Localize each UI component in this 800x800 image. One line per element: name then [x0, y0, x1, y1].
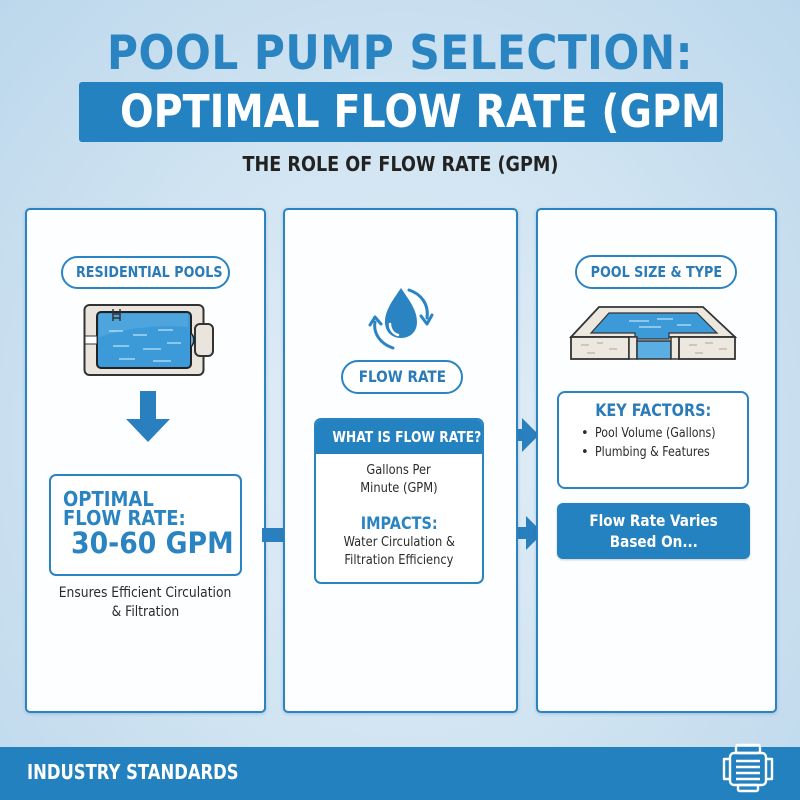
optimal-flow-rate-value: 30-60 GPM [71, 526, 248, 560]
rate-label-text: OPTIMAL FLOW RATE: [63, 487, 186, 530]
pill-label: RESIDENTIAL POOLS [75, 263, 223, 281]
pump-motor-icon [722, 743, 774, 793]
key-factors-title: KEY FACTORS: [559, 401, 747, 421]
list-item: Pool Volume (Gallons) [581, 424, 747, 443]
flow-definition: Gallons Per Minute (GPM) [316, 462, 482, 498]
footer-label-text: INDUSTRY STANDARDS [27, 760, 239, 784]
what-is-flow-rate-header: WHAT IS FLOW RATE? [316, 420, 482, 454]
pill-label: FLOW RATE [358, 367, 446, 386]
inground-pool-icon [569, 306, 737, 360]
varies-line-1: Flow Rate Varies [589, 511, 718, 530]
rate-value-text: 30-60 GPM [71, 526, 234, 560]
key-factors-box: KEY FACTORS: Pool Volume (Gallons) Plumb… [557, 391, 749, 489]
definition-line-1: Gallons Per [366, 463, 432, 478]
impacts-description: Water Circulation & Filtration Efficienc… [316, 534, 482, 570]
arrow-right-icon [504, 516, 543, 550]
key-title-text: KEY FACTORS: [594, 401, 712, 421]
what-is-flow-rate-box: WHAT IS FLOW RATE? Gallons Per Minute (G… [314, 418, 484, 584]
pill-label: POOL SIZE & TYPE [590, 263, 722, 281]
optimal-flow-rate-label: OPTIMAL FLOW RATE: [63, 487, 233, 530]
pill-pool-size-type: POOL SIZE & TYPE [575, 255, 737, 289]
impacts-label-text: IMPACTS: [360, 514, 438, 534]
list-item: Plumbing & Features [581, 443, 747, 462]
note-line-2: & Filtration [111, 604, 180, 620]
header-text: WHAT IS FLOW RATE? [332, 428, 482, 446]
impacts-line-1: Water Circulation & [343, 535, 455, 550]
impacts-label: IMPACTS: [316, 514, 482, 534]
flow-rate-varies-button[interactable]: Flow Rate Varies Based On... [557, 503, 750, 559]
title-banner-text: OPTIMAL FLOW RATE (GPM [119, 85, 721, 138]
pill-residential-pools: RESIDENTIAL POOLS [61, 256, 230, 289]
arrow-right-icon [498, 418, 539, 452]
optimal-flow-rate-box: OPTIMAL FLOW RATE: 30-60 GPM [49, 474, 242, 576]
water-drop-cycle-icon [368, 288, 434, 350]
key-factors-list: Pool Volume (Gallons) Plumbing & Feature… [559, 424, 747, 462]
subtitle-text: THE ROLE OF FLOW RATE (GPM) [242, 152, 558, 176]
rectangular-pool-icon [83, 304, 214, 376]
footer-band: INDUSTRY STANDARDS [0, 747, 800, 800]
varies-line-2: Based On... [609, 532, 698, 551]
title-banner: OPTIMAL FLOW RATE (GPM [79, 82, 723, 142]
impacts-line-2: Filtration Efficiency [344, 553, 454, 568]
subtitle: THE ROLE OF FLOW RATE (GPM) [0, 152, 800, 176]
note-line-1: Ensures Efficient Circulation [59, 585, 232, 601]
circulation-note: Ensures Efficient Circulation & Filtrati… [25, 584, 266, 622]
definition-line-2: Minute (GPM) [360, 481, 438, 496]
footer-label: INDUSTRY STANDARDS [27, 760, 285, 784]
arrow-down-icon [126, 391, 170, 442]
list-item-text: Plumbing & Features [594, 445, 710, 460]
page-title: POOL PUMP SELECTION: [107, 26, 693, 81]
pill-flow-rate: FLOW RATE [341, 360, 463, 394]
panel-residential-pools [25, 208, 266, 713]
list-item-text: Pool Volume (Gallons) [594, 426, 716, 441]
